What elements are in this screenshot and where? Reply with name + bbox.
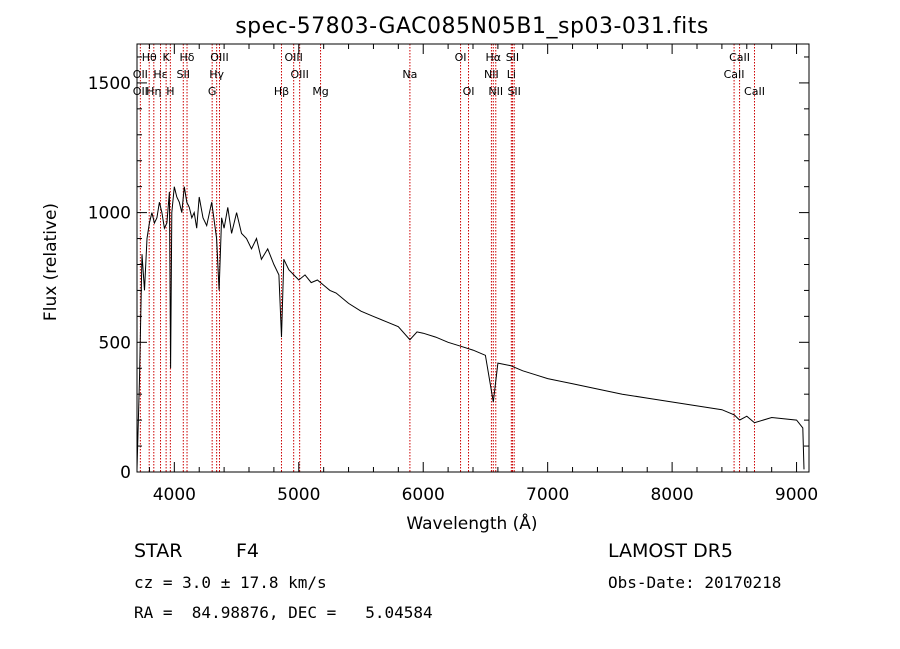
spectral-line-label: SII [507, 85, 520, 98]
spectral-line-label: NII [484, 68, 499, 81]
spectral-line-label: Hε [153, 68, 167, 81]
spectral-line-markers [139, 44, 755, 472]
spectral-line-label: Hβ [274, 85, 289, 98]
x-axis-ticks: 4000 5000 6000 7000 8000 9000 [148, 44, 818, 505]
redshift-text: cz = 3.0 ± 17.8 km/s [134, 573, 327, 592]
spectral-line-label: SII [506, 51, 519, 64]
coordinates-text: RA = 84.98876, DEC = 5.04584 [134, 603, 433, 622]
spectral-line-label: SII [177, 68, 190, 81]
spectral-line-label: H [166, 85, 174, 98]
spectrum-series [136, 186, 805, 470]
spectral-line-label: CaII [724, 68, 745, 81]
y-tick-label: 1000 [88, 204, 131, 224]
class-label: STAR [134, 540, 183, 562]
spectral-line-label: OIII [210, 51, 228, 64]
x-tick-label: 4000 [153, 485, 196, 505]
x-tick-label: 7000 [526, 485, 569, 505]
spectral-line-label: Hα [486, 51, 502, 64]
spectral-line-label: OI [463, 85, 475, 98]
spectral-line-label: CaII [729, 51, 750, 64]
y-axis-label: Flux (relative) [41, 203, 61, 321]
spectral-line-label: Hγ [209, 68, 224, 81]
subclass-label: F4 [236, 540, 260, 562]
spectral-line-label: NII [488, 85, 503, 98]
y-tick-label: 1500 [88, 74, 131, 94]
y-axis-ticks: 0 500 1000 1500 [88, 56, 809, 483]
x-tick-label: 9000 [775, 485, 818, 505]
x-tick-label: 5000 [277, 485, 320, 505]
survey-label: LAMOST DR5 [608, 540, 733, 562]
spectral-line-label: G [208, 85, 217, 98]
spectral-line-label: OI [455, 51, 467, 64]
spectral-line-label: Hθ [142, 51, 157, 64]
spectral-line-label: CaII [744, 85, 765, 98]
spectral-line-label: Li [507, 68, 516, 81]
spectrum-line [136, 186, 805, 470]
y-tick-label: 500 [99, 333, 131, 353]
spectral-line-label: Na [402, 68, 417, 81]
spectral-line-label: OIII [290, 68, 308, 81]
spectral-line-label: Hη [146, 85, 161, 98]
spectral-line-label: OII [133, 68, 148, 81]
chart-title: spec-57803-GAC085N05B1_sp03-031.fits [235, 14, 709, 39]
obs-date-text: Obs-Date: 20170218 [608, 573, 782, 592]
spectral-line-label: K [163, 51, 171, 64]
x-tick-label: 8000 [650, 485, 693, 505]
x-axis-label: Wavelength (Å) [406, 512, 537, 534]
spectral-line-label: Hδ [180, 51, 195, 64]
spectral-line-label: OIII [284, 51, 302, 64]
x-tick-label: 6000 [402, 485, 445, 505]
y-tick-label: 0 [120, 463, 131, 483]
spectral-line-label: Mg [312, 85, 328, 98]
